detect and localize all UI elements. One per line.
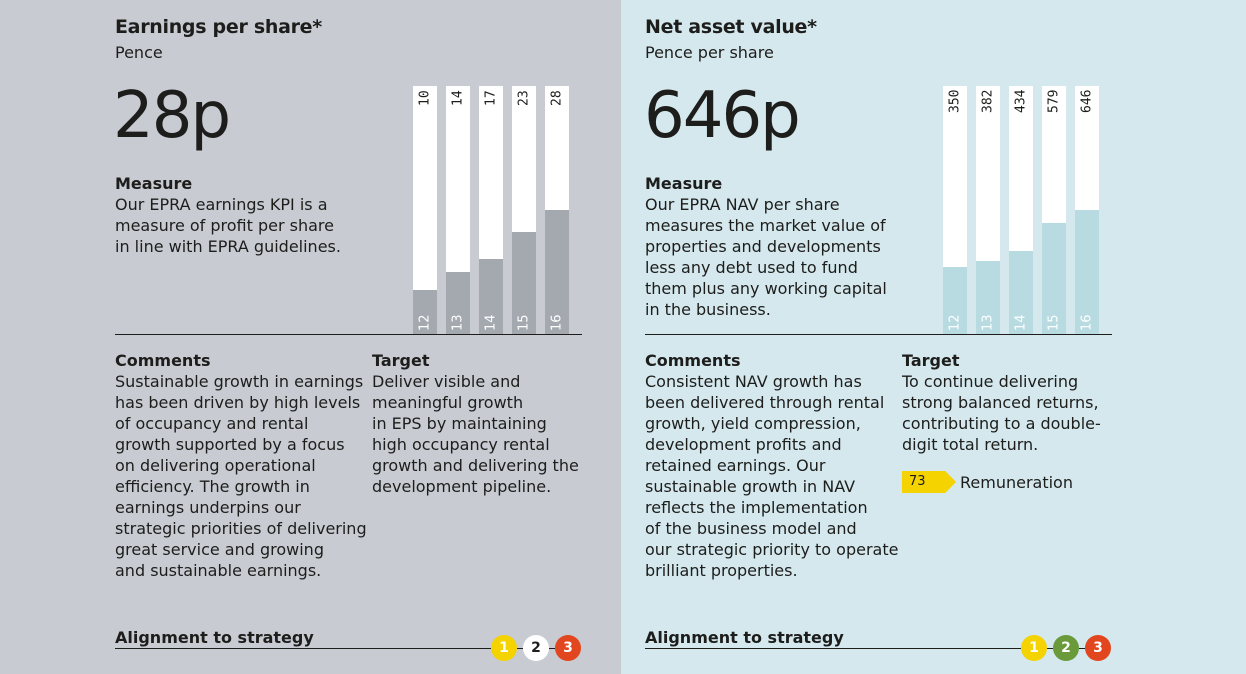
page-reference-label[interactable]: Remuneration: [960, 473, 1073, 492]
nav-divider: [645, 334, 1112, 335]
eps-target-text: Deliver visible and meaningful growth in…: [372, 372, 579, 496]
nav-bar-14: 434 14: [1009, 86, 1033, 334]
eps-bar-year-label: 13: [450, 314, 466, 331]
eps-bar-value-label: 28: [549, 90, 565, 106]
nav-bar-year-label: 16: [1079, 314, 1095, 331]
eps-bar-16: 28 16: [545, 86, 569, 334]
eps-bar-fill: [512, 232, 536, 334]
eps-bar-fill: [479, 259, 503, 334]
eps-bar-value-label: 23: [516, 90, 532, 106]
eps-target-heading: Target: [372, 351, 430, 370]
nav-bar-value-label: 434: [1013, 90, 1029, 114]
strategy-dot-1: 1: [491, 635, 517, 661]
nav-headline-value: 646p: [644, 79, 801, 153]
eps-comments-heading: Comments: [115, 351, 211, 370]
eps-bar-15: 23 15: [512, 86, 536, 334]
strategy-dot-connector: [549, 648, 555, 649]
eps-measure-text: Our EPRA earnings KPI is a measure of pr…: [115, 195, 341, 256]
eps-bar-fill: [446, 272, 470, 334]
strategy-dot-connector: [1079, 648, 1085, 649]
eps-bar-year-label: 12: [417, 314, 433, 331]
eps-subtitle: Pence: [115, 43, 163, 62]
eps-bar-14: 17 14: [479, 86, 503, 334]
nav-bar-value-label: 382: [980, 90, 996, 114]
nav-panel: [621, 0, 1246, 674]
eps-bar-year-label: 15: [516, 314, 532, 331]
nav-measure-text: Our EPRA NAV per share measures the mark…: [645, 195, 887, 319]
nav-bar-fill: [943, 267, 967, 334]
nav-bar-fill: [1042, 223, 1066, 334]
strategy-dot-3: 3: [1085, 635, 1111, 661]
eps-bar-fill: [413, 290, 437, 334]
nav-comments-heading: Comments: [645, 351, 741, 370]
nav-target-text: To continue delivering strong balanced r…: [902, 372, 1101, 454]
nav-bar-year-label: 12: [947, 314, 963, 331]
nav-bar-16: 646 16: [1075, 86, 1099, 334]
nav-alignment-rule: [645, 648, 1021, 649]
eps-alignment-rule: [115, 648, 491, 649]
eps-bar-year-label: 16: [549, 314, 565, 331]
nav-bar-value-label: 350: [947, 90, 963, 114]
nav-comments-text: Consistent NAV growth has been delivered…: [645, 372, 899, 580]
strategy-dot-2: 2: [523, 635, 549, 661]
nav-bar-value-label: 646: [1079, 90, 1095, 114]
nav-bar-year-label: 13: [980, 314, 996, 331]
page-reference-tag[interactable]: 73: [902, 471, 956, 493]
eps-measure-heading: Measure: [115, 174, 193, 193]
nav-target-heading: Target: [902, 351, 960, 370]
eps-bar-12: 10 12: [413, 86, 437, 334]
nav-bar-fill: [976, 261, 1000, 334]
strategy-dot-connector: [1047, 648, 1053, 649]
eps-divider: [115, 334, 582, 335]
nav-bar-15: 579 15: [1042, 86, 1066, 334]
strategy-dot-3: 3: [555, 635, 581, 661]
eps-bar-value-label: 14: [450, 90, 466, 106]
nav-bar-fill: [1009, 251, 1033, 334]
eps-title: Earnings per share*: [115, 16, 322, 38]
nav-bar-13: 382 13: [976, 86, 1000, 334]
nav-bar-12: 350 12: [943, 86, 967, 334]
nav-title: Net asset value*: [645, 16, 817, 38]
nav-alignment-label: Alignment to strategy: [645, 628, 844, 647]
strategy-dot-connector: [517, 648, 523, 649]
eps-bar-value-label: 17: [483, 90, 499, 106]
eps-bar-value-label: 10: [417, 90, 433, 106]
eps-bar-13: 14 13: [446, 86, 470, 334]
nav-measure-heading: Measure: [645, 174, 723, 193]
eps-alignment-label: Alignment to strategy: [115, 628, 314, 647]
nav-bar-fill: [1075, 210, 1099, 334]
eps-comments-text: Sustainable growth in earnings has been …: [115, 372, 367, 580]
eps-headline-value: 28p: [113, 79, 231, 153]
strategy-dot-2: 2: [1053, 635, 1079, 661]
eps-bar-fill: [545, 210, 569, 334]
nav-bar-year-label: 14: [1013, 314, 1029, 331]
strategy-dot-1: 1: [1021, 635, 1047, 661]
eps-bar-year-label: 14: [483, 314, 499, 331]
nav-bar-value-label: 579: [1046, 90, 1062, 114]
nav-subtitle: Pence per share: [645, 43, 774, 62]
nav-bar-year-label: 15: [1046, 314, 1062, 331]
